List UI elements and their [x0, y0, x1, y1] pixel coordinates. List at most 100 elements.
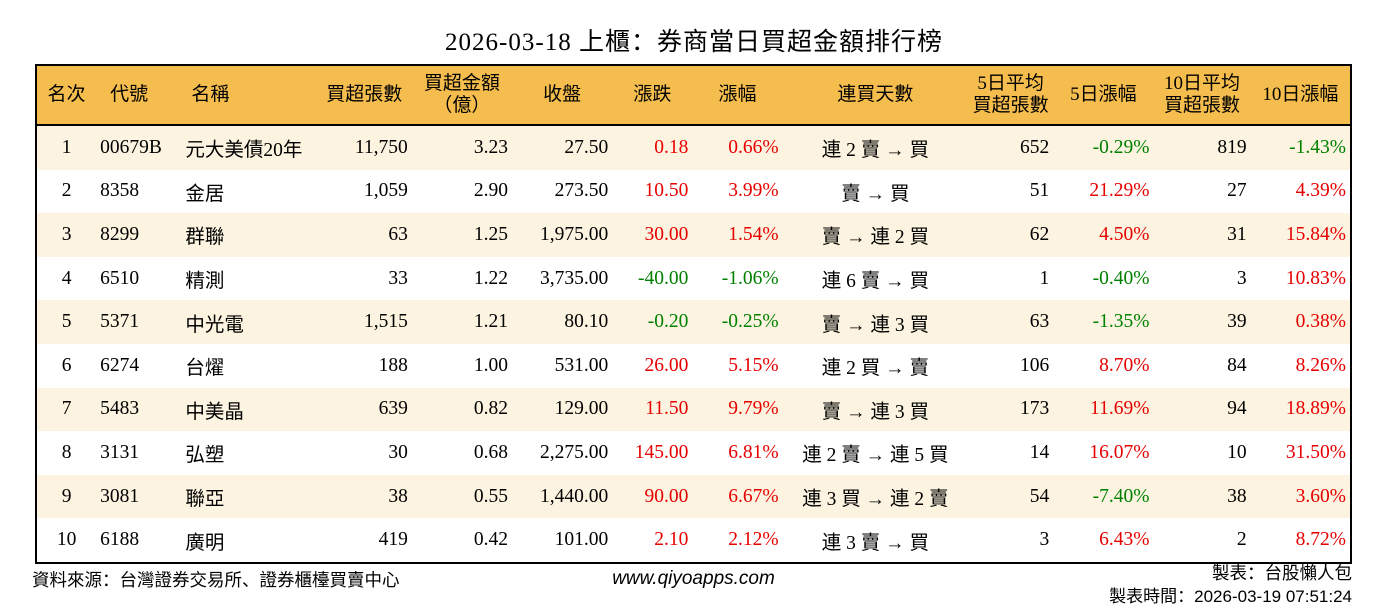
cell-code: 5483 — [100, 398, 140, 420]
column-header-avg5: 5日平均 買超張數 — [968, 65, 1054, 126]
column-header-streak: 連買天數 — [782, 65, 969, 126]
cell-streak: 賣 → 連 2 買 — [821, 227, 929, 249]
cell-streak: 連 2 買 → 賣 — [821, 358, 929, 380]
cell-name: 弘塑 — [185, 445, 225, 467]
cell-amount: 1.25 — [473, 223, 509, 245]
cell-rank: 7 — [61, 398, 72, 420]
cell-name: 台燿 — [185, 358, 225, 380]
cell-pct5: 8.70% — [1099, 354, 1150, 376]
cell-pct5: 6.43% — [1099, 529, 1150, 551]
column-header-close: 收盤 — [512, 65, 613, 126]
cell-pct10: 31.50% — [1285, 441, 1346, 463]
cell-streak: 連 3 賣 → 買 — [821, 532, 929, 554]
cell-amount: 0.55 — [473, 485, 509, 507]
cell-avg10: 27 — [1227, 180, 1247, 202]
table-body: 1 00679B 元大美債20年 11,750 3.23 27.50 0.18 0.66% 連 … — [36, 125, 1351, 563]
cell-change: 10.50 — [644, 180, 689, 202]
column-header-pct10: 10日漲幅 — [1250, 65, 1351, 126]
cell-change: 30.00 — [644, 223, 689, 245]
website-url: www.qiyoapps.com — [612, 568, 775, 589]
cell-volume: 11,750 — [354, 136, 408, 158]
cell-close: 3,735.00 — [540, 267, 609, 289]
cell-avg5: 652 — [1019, 136, 1050, 158]
column-header-change-pct: 漲幅 — [692, 65, 783, 126]
cell-code: 6188 — [100, 529, 140, 551]
column-header-volume: 買超張數 — [316, 65, 412, 126]
cell-avg5: 106 — [1019, 354, 1050, 376]
cell-pct10: 15.84% — [1285, 223, 1346, 245]
table-header-row: 名次 代號 名稱 買超張數 買超金額 （億） 收盤 漲跌 漲幅 連買天數 5日平均 買超張數 5日漲幅 1… — [36, 65, 1351, 126]
cell-avg10: 38 — [1227, 485, 1247, 507]
cell-change-pct: -1.06% — [721, 267, 779, 289]
cell-streak: 連 3 買 → 連 2 賣 — [802, 489, 949, 511]
cell-code: 3131 — [100, 441, 140, 463]
cell-name: 金居 — [185, 183, 225, 205]
cell-change-pct: 6.81% — [728, 441, 779, 463]
cell-amount: 1.21 — [473, 311, 509, 333]
cell-code: 3081 — [100, 485, 140, 507]
cell-rank: 4 — [61, 267, 72, 289]
cell-pct10: 10.83% — [1285, 267, 1346, 289]
cell-name: 聯亞 — [185, 489, 225, 511]
cell-volume: 639 — [378, 398, 408, 420]
cell-name: 精測 — [185, 271, 225, 293]
cell-pct5: 21.29% — [1089, 180, 1150, 202]
cell-avg10: 3 — [1236, 267, 1247, 289]
column-header-rank: 名次 — [36, 65, 97, 126]
cell-change-pct: 6.67% — [728, 485, 779, 507]
made-time-label: 製表時間：2026-03-19 07:51:24 — [1109, 586, 1352, 606]
cell-rank: 3 — [61, 223, 72, 245]
cell-change-pct: 5.15% — [728, 354, 779, 376]
cell-avg5: 1 — [1039, 267, 1050, 289]
table-row: 8 3131 弘塑 30 0.68 2,275.00 145.00 6.81% 連 2 賣 → … — [36, 431, 1351, 475]
broker-net-buy-ranking-table: 名次 代號 名稱 買超張數 買超金額 （億） 收盤 漲跌 漲幅 連買天數 5日平均 買超張數 5日漲幅 1… — [35, 64, 1352, 564]
cell-volume: 63 — [388, 223, 408, 245]
table-row: 7 5483 中美晶 639 0.82 129.00 11.50 9.79% 賣 → 連 3 買… — [36, 387, 1351, 432]
cell-avg10: 84 — [1227, 354, 1247, 376]
cell-pct10: 18.89% — [1285, 398, 1346, 420]
cell-change: 145.00 — [634, 441, 689, 463]
cell-streak: 賣 → 買 — [841, 183, 910, 205]
cell-name: 元大美債20年 — [185, 140, 303, 162]
cell-close: 273.50 — [554, 180, 609, 202]
cell-change: 11.50 — [645, 398, 689, 420]
cell-avg10: 94 — [1227, 398, 1247, 420]
cell-volume: 38 — [388, 485, 408, 507]
cell-pct5: -1.35% — [1092, 311, 1150, 333]
cell-avg5: 63 — [1029, 311, 1050, 333]
cell-pct10: 8.72% — [1295, 529, 1346, 551]
cell-change-pct: 1.54% — [728, 223, 779, 245]
cell-rank: 1 — [61, 136, 72, 158]
cell-streak: 賣 → 連 3 買 — [821, 314, 929, 336]
cell-amount: 0.68 — [473, 441, 509, 463]
column-header-name: 名稱 — [181, 65, 317, 126]
column-header-pct5: 5日漲幅 — [1053, 65, 1154, 126]
cell-pct5: -7.40% — [1092, 485, 1150, 507]
cell-close: 1,975.00 — [540, 223, 609, 245]
cell-change: 0.18 — [654, 136, 689, 158]
cell-streak: 連 6 賣 → 買 — [821, 271, 929, 293]
cell-volume: 1,059 — [363, 180, 408, 202]
cell-volume: 1,515 — [363, 311, 408, 333]
cell-name: 中美晶 — [185, 401, 244, 423]
cell-rank: 2 — [61, 180, 72, 202]
cell-avg5: 14 — [1029, 441, 1050, 463]
cell-avg5: 51 — [1029, 180, 1050, 202]
cell-pct5: 11.69% — [1090, 398, 1150, 420]
cell-code: 00679B — [100, 136, 162, 158]
cell-close: 531.00 — [554, 354, 609, 376]
cell-avg10: 2 — [1236, 529, 1247, 551]
table-row: 9 3081 聯亞 38 0.55 1,440.00 90.00 6.67% 連 3 買 → 連… — [36, 474, 1351, 519]
cell-code: 6274 — [100, 354, 140, 376]
cell-code: 5371 — [100, 311, 140, 333]
data-source-note: 資料來源：台灣證券交易所、證券櫃檯買賣中心 — [32, 570, 400, 590]
cell-change-pct: 9.79% — [728, 398, 779, 420]
cell-amount: 0.42 — [473, 529, 509, 551]
maker-label: 製表：台股懶人包 — [1212, 563, 1352, 583]
cell-amount: 3.23 — [473, 136, 509, 158]
cell-amount: 0.82 — [473, 398, 509, 420]
cell-name: 廣明 — [185, 532, 225, 554]
credit-block: 製表：台股懶人包 製表時間：2026-03-19 07:51:24 — [1109, 562, 1352, 609]
cell-code: 8299 — [100, 223, 140, 245]
table-row: 5 5371 中光電 1,515 1.21 80.10 -0.20 -0.25% 賣 → 連 3… — [36, 300, 1351, 344]
